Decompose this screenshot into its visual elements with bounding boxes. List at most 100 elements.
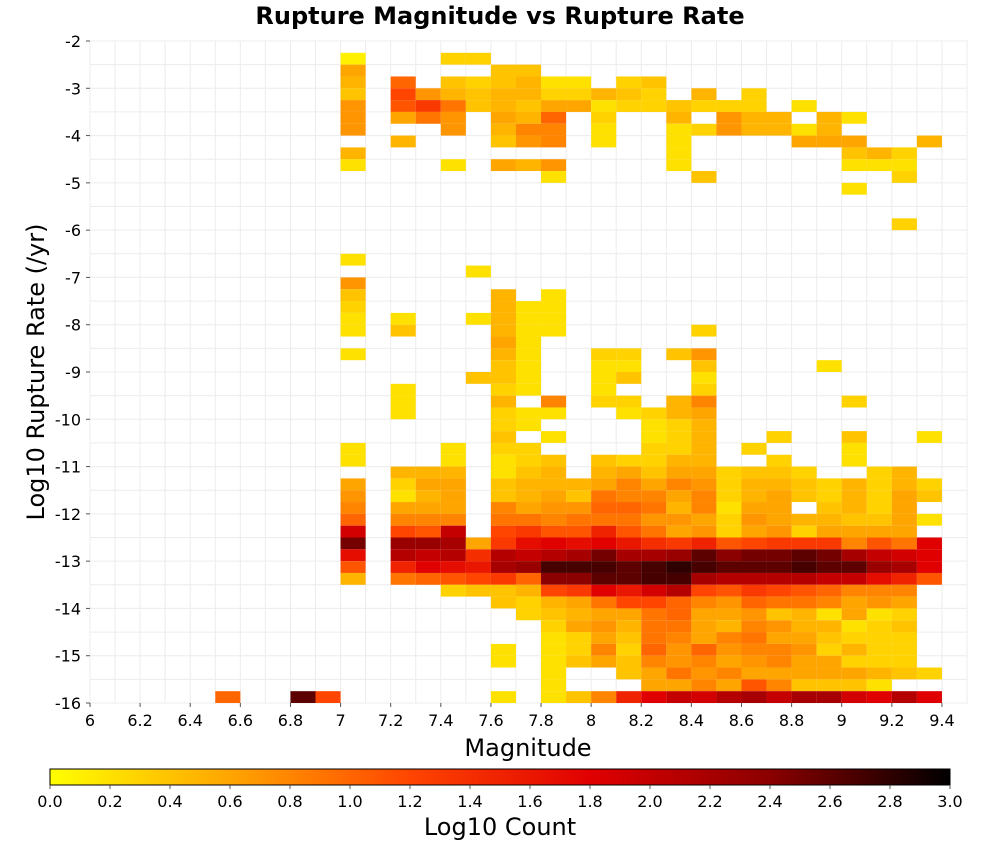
heatmap-cell (716, 608, 742, 621)
heatmap-cell (816, 608, 842, 621)
heatmap-cell (741, 620, 767, 633)
heatmap-cell (741, 643, 767, 656)
heatmap-cell (816, 490, 842, 503)
heatmap-cell (841, 561, 867, 573)
heatmap-cell (891, 218, 917, 231)
heatmap-cell (390, 100, 416, 112)
heatmap-cell (616, 655, 642, 668)
heatmap-cell (666, 466, 692, 479)
heatmap-cell (641, 620, 667, 633)
heatmap-cell (390, 324, 416, 337)
heatmap-cell (791, 123, 817, 136)
heatmap-cell (490, 312, 516, 325)
heatmap-cell (866, 620, 892, 633)
heatmap-cell (666, 643, 692, 656)
heatmap-cell (616, 88, 642, 101)
heatmap-cell (591, 608, 617, 621)
heatmap-cell (666, 584, 692, 597)
heatmap-cell (340, 490, 366, 503)
heatmap-cell (515, 608, 542, 621)
heatmap-cell (816, 360, 842, 372)
heatmap-cell (616, 608, 642, 621)
heatmap-cell (490, 466, 516, 479)
colorbar-tick-label: 2.4 (757, 792, 782, 811)
heatmap-cell (465, 549, 491, 562)
heatmap-cell (741, 691, 767, 703)
heatmap-cell (691, 360, 717, 372)
y-tick-label: -7 (65, 268, 81, 287)
heatmap-cell (465, 572, 491, 585)
heatmap-cell (440, 572, 466, 585)
heatmap-cell (566, 490, 592, 503)
heatmap-cell (340, 525, 366, 538)
heatmap-cell (591, 100, 617, 112)
heatmap-cell (816, 561, 842, 573)
heatmap-cell (591, 655, 617, 668)
x-tick-label: 7.8 (528, 711, 553, 730)
heatmap-cell (415, 525, 441, 538)
heatmap-cell (566, 76, 592, 89)
heatmap-cell (716, 490, 742, 503)
heatmap-cell (541, 123, 567, 136)
heatmap-cell (866, 525, 892, 538)
heatmap-cell (490, 561, 516, 573)
heatmap-cell (515, 454, 542, 467)
heatmap-cell (691, 100, 717, 112)
heatmap-cell (891, 572, 917, 585)
y-tick-label: -12 (55, 505, 81, 524)
heatmap-cell (340, 123, 366, 136)
colorbar-tick-label: 0.8 (277, 792, 302, 811)
heatmap-cell (390, 490, 416, 503)
heatmap-cell (591, 513, 617, 526)
heatmap-cell (515, 100, 542, 112)
heatmap-cell (766, 537, 792, 550)
x-tick-label: 9.4 (929, 711, 954, 730)
heatmap-cell (741, 608, 767, 621)
x-tick-label: 6.8 (278, 711, 303, 730)
heatmap-cell (566, 502, 592, 514)
heatmap-cell (841, 395, 867, 408)
heatmap-cell (541, 289, 567, 302)
heatmap-cell (490, 395, 516, 408)
heatmap-cell (691, 324, 717, 337)
heatmap-cell (591, 549, 617, 562)
heatmap-cell (641, 419, 667, 432)
heatmap-cell (816, 691, 842, 703)
heatmap-cell (465, 372, 491, 384)
heatmap-cell (616, 691, 642, 703)
heatmap-cell (390, 111, 416, 124)
heatmap-cell (841, 159, 867, 172)
heatmap-cell (490, 537, 516, 550)
heatmap-cell (515, 442, 542, 455)
heatmap-cell (641, 561, 667, 573)
heatmap-cell (490, 655, 516, 668)
heatmap-cell (515, 64, 542, 77)
heatmap-cell (616, 643, 642, 656)
heatmap-cell (591, 111, 617, 124)
heatmap-cell (741, 632, 767, 644)
heatmap-cell (716, 466, 742, 479)
heatmap-cell (791, 513, 817, 526)
heatmap-cell (741, 667, 767, 680)
heatmap-cell (641, 608, 667, 621)
heatmap-cell (766, 431, 792, 443)
heatmap-cell (490, 372, 516, 384)
heatmap-cell (891, 478, 917, 491)
heatmap-cell (791, 478, 817, 491)
heatmap-cell (916, 431, 942, 443)
heatmap-cell (515, 549, 542, 562)
heatmap-cell (490, 407, 516, 420)
heatmap-cell (866, 655, 892, 668)
heatmap-cell (541, 596, 567, 609)
heatmap-cell (891, 596, 917, 609)
heatmap-cell (641, 549, 667, 562)
heatmap-cell (440, 159, 466, 172)
heatmap-cell (616, 407, 642, 420)
heatmap-cell (766, 454, 792, 467)
heatmap-cell (440, 466, 466, 479)
heatmap-cell (566, 691, 592, 703)
heatmap-cell (841, 525, 867, 538)
heatmap-cell (666, 395, 692, 408)
heatmap-cell (641, 466, 667, 479)
heatmap-cell (390, 466, 416, 479)
